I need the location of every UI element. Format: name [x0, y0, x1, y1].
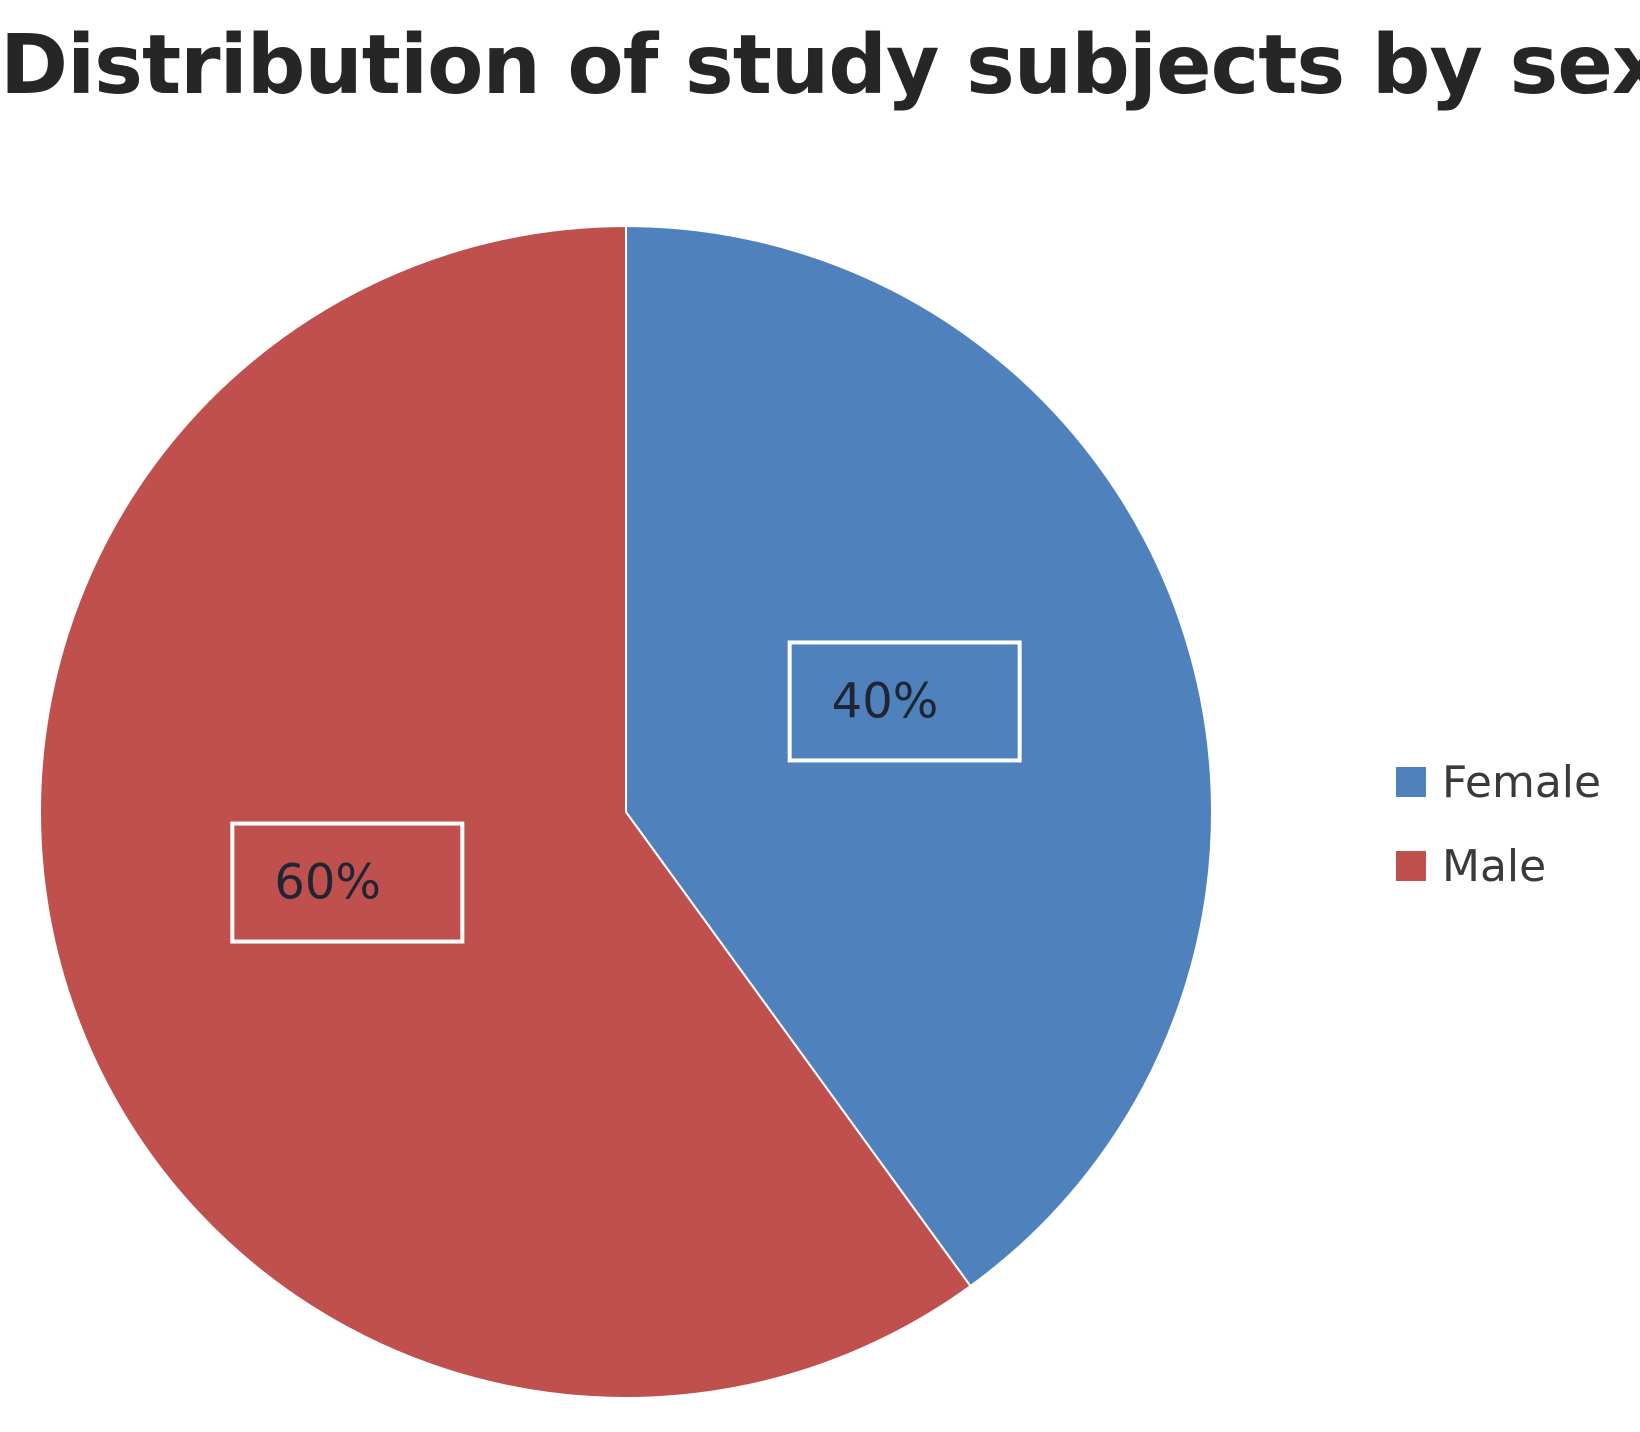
data-label-box-male — [230, 821, 465, 944]
pie-slice-male — [39, 224, 972, 1399]
data-label-female: 40% — [787, 640, 1022, 763]
legend-swatch-male — [1396, 851, 1426, 881]
data-label-text-female: 40% — [832, 673, 939, 729]
legend-label-male: Male — [1442, 840, 1547, 892]
data-label-text-male: 60% — [274, 855, 381, 911]
legend-item-female: Female — [1396, 752, 1601, 812]
chart-title: Distribution of study subjects by sex — [0, 18, 1640, 113]
data-label-male: 60% — [230, 821, 465, 944]
legend-item-male: Male — [1396, 836, 1546, 896]
legend-swatch-female — [1396, 767, 1426, 797]
legend-label-female: Female — [1442, 756, 1602, 808]
pie-slice-female — [625, 224, 1213, 1288]
data-label-box-female — [787, 640, 1022, 763]
